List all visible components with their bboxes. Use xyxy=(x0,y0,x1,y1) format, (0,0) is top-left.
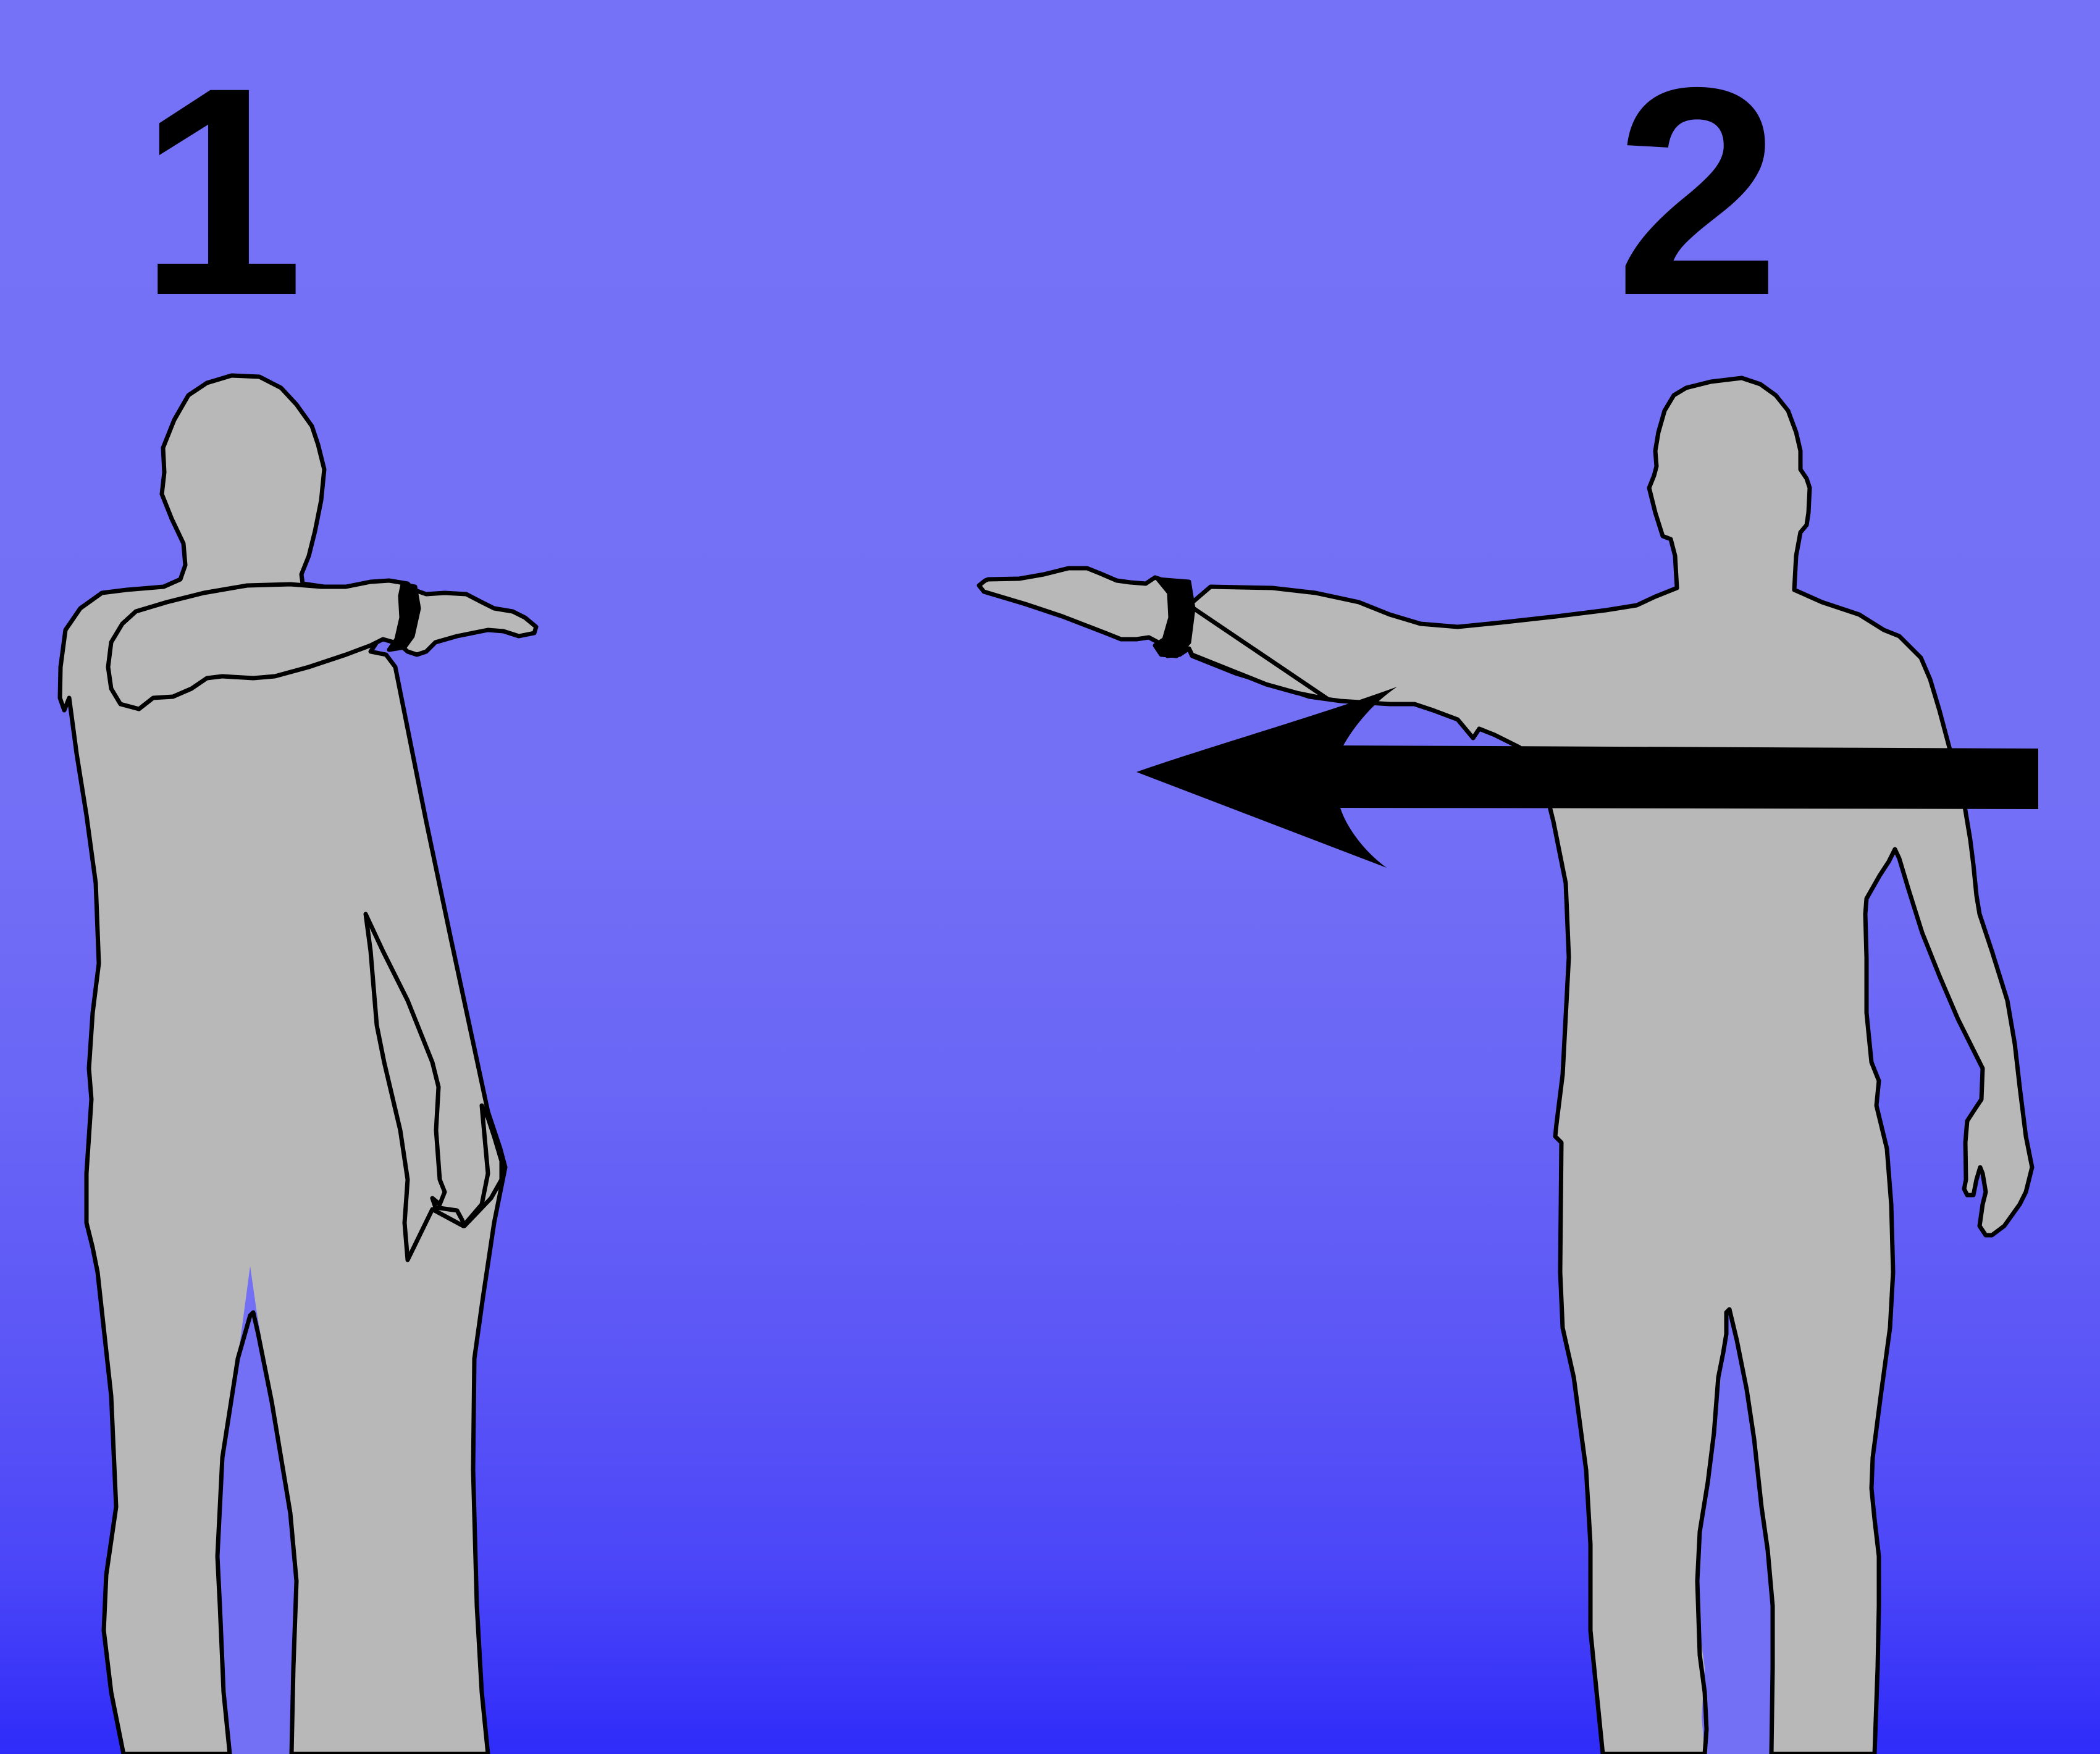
figure-2-leg-line xyxy=(1695,1307,1775,1754)
figure-1-watch-icon xyxy=(387,582,421,652)
figure-2-watch-icon xyxy=(1153,577,1196,658)
figure-1-body xyxy=(57,373,508,1754)
step-number-2: 2 xyxy=(1615,25,1780,357)
figure-2-extended-arm xyxy=(976,566,1330,702)
step-number-1: 1 xyxy=(139,25,304,357)
figure-1-folded-arm xyxy=(106,578,539,711)
figure-1-leg-gap xyxy=(217,1266,296,1754)
figure-1 xyxy=(57,373,539,1754)
arrow-left-icon xyxy=(1136,687,2038,868)
figure-2-body xyxy=(1183,376,2035,1754)
figure-2 xyxy=(976,376,2035,1754)
figure-1-hand-right xyxy=(363,912,504,1262)
figure-1-leg-line xyxy=(215,1310,299,1754)
